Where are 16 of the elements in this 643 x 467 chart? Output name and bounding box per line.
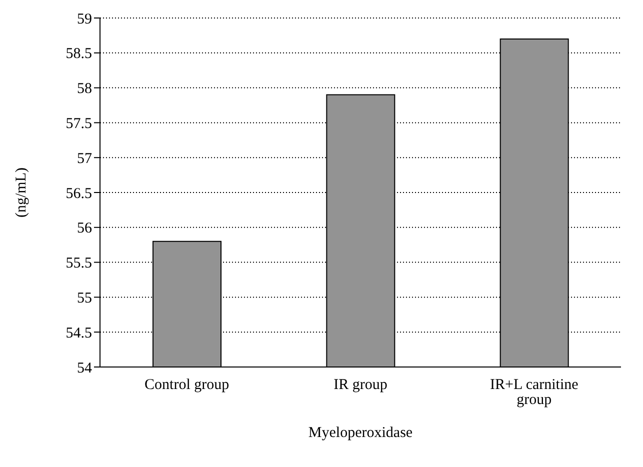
x-tick-label: Control group [144,377,230,393]
y-tick-label: 55.5 [66,256,92,272]
y-tick-label: 58 [77,81,92,98]
x-axis-title: Myeloperoxidase [308,425,413,441]
x-tick-label: IR group [334,377,388,393]
y-tick-label: 54.5 [66,325,92,342]
y-tick-label: 54 [77,360,92,376]
y-tick-label: 56 [77,220,92,237]
y-tick-label: 55 [77,290,92,307]
x-tick-label: IR+L carnitine group [490,377,579,408]
y-tick-label: 57.5 [66,116,92,132]
y-tick-label: 59 [77,11,92,28]
y-tick-label: 56.5 [66,186,92,202]
y-tick-label: 58.5 [66,46,92,62]
y-tick-label: 57 [77,150,92,167]
y-axis-title: (ng/mL) [13,168,30,218]
